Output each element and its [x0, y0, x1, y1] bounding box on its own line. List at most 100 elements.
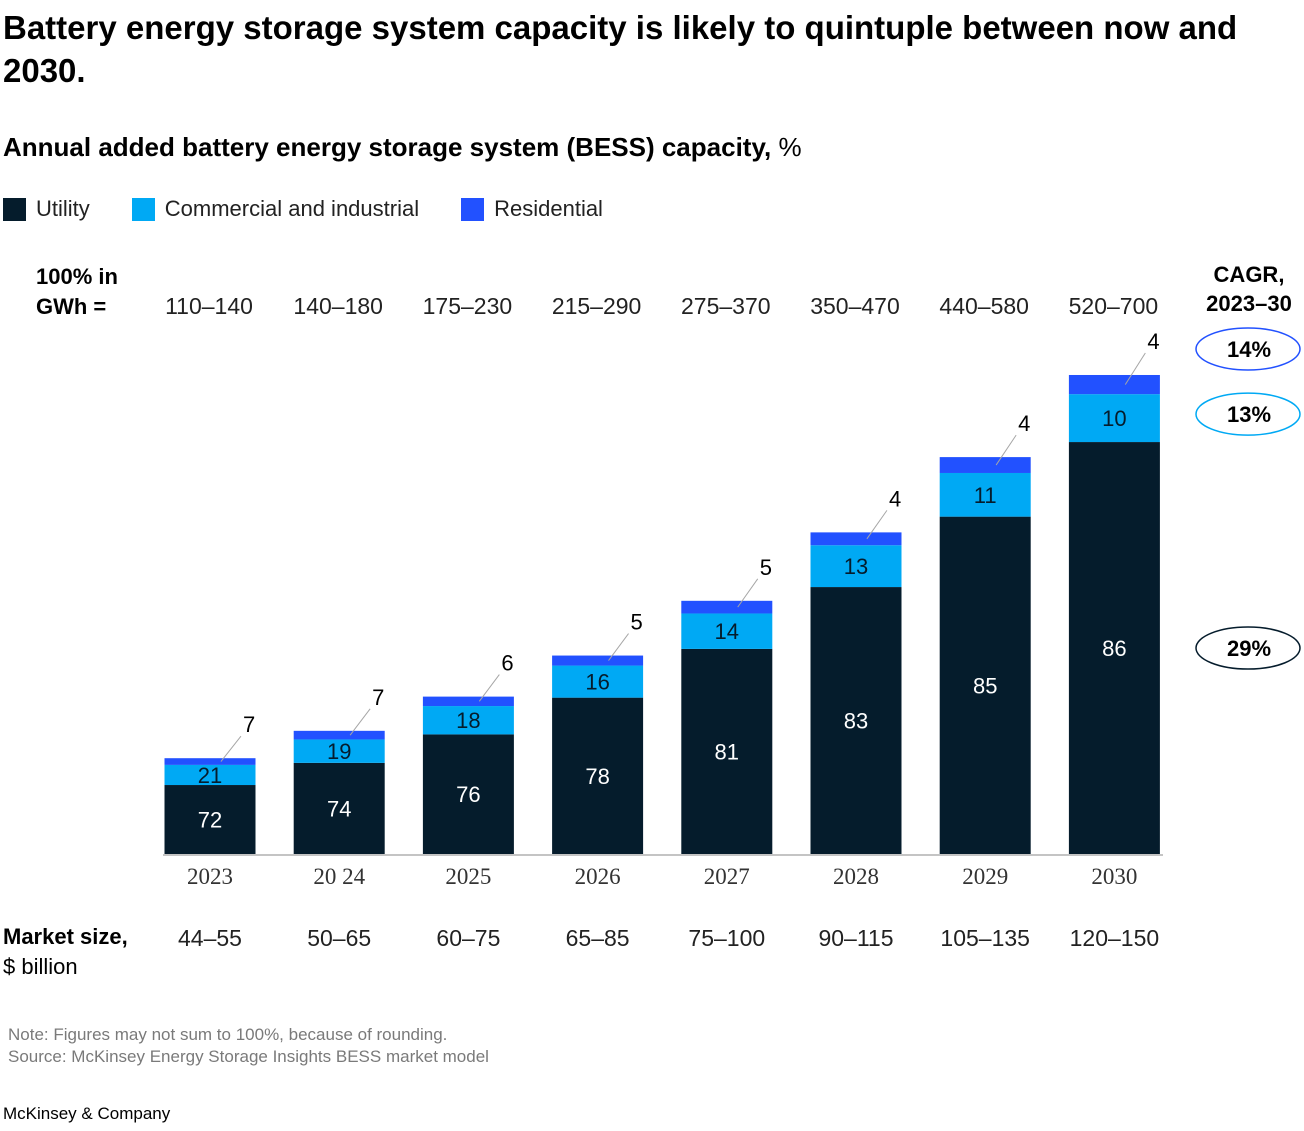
market-size-label: 75–100: [688, 925, 765, 951]
legend-swatch-residential: [461, 197, 485, 221]
cagr-oval: [1195, 626, 1301, 670]
data-label-leader-line: [995, 434, 1017, 466]
market-size-label: 105–135: [940, 925, 1030, 951]
bar-segment-residential: [810, 532, 902, 546]
bar-segment-commercial: [422, 706, 514, 735]
legend-item-commercial: Commercial and industrial: [131, 196, 420, 222]
data-label-utility: 86: [1102, 636, 1126, 661]
brand-name: McKinsey & Company: [3, 1104, 171, 1123]
gwh-total-label: 140–180: [293, 293, 383, 319]
subtitle-main: Annual added battery energy storage syst…: [3, 132, 772, 162]
data-label-leader-line: [349, 708, 371, 736]
data-label-leader-line: [866, 510, 888, 540]
bar-segment-commercial: [164, 764, 256, 786]
gwh-row-header: 100% in GWh =: [36, 262, 118, 322]
legend-label-residential: Residential: [494, 196, 603, 221]
data-label-residential: 4: [1147, 329, 1159, 354]
bar-segment-utility: [810, 587, 902, 854]
chart-subtitle: Annual added battery energy storage syst…: [3, 130, 802, 164]
data-label-leader-line: [220, 735, 242, 762]
data-label-utility: 74: [327, 796, 351, 821]
bar-segment-residential: [293, 730, 385, 740]
bar-segment-commercial: [552, 665, 644, 698]
gwh-total-label: 110–140: [165, 293, 253, 319]
gwh-total-label: 215–290: [552, 293, 642, 319]
data-label-residential: 7: [243, 712, 255, 737]
data-label-commercial: 16: [585, 670, 609, 695]
legend-label-commercial: Commercial and industrial: [164, 196, 420, 221]
cagr-oval: [1195, 327, 1301, 371]
gwh-header-line2: GWh =: [36, 294, 107, 319]
legend: Utility Commercial and industrial Reside…: [3, 194, 645, 224]
x-axis-tick-label: 2023: [187, 864, 233, 889]
bar-segment-utility: [681, 648, 773, 854]
cagr-header-line2: 2023–30: [1206, 291, 1292, 316]
legend-item-utility: Utility: [3, 196, 90, 222]
gwh-total-label: 520–700: [1069, 293, 1159, 319]
bar-segment-utility: [1068, 442, 1160, 854]
x-axis-tick-label: 2029: [962, 864, 1008, 889]
gwh-total-label: 440–580: [939, 293, 1029, 319]
bar-segment-utility: [939, 516, 1031, 854]
market-size-label: 50–65: [307, 925, 371, 951]
data-label-residential: 5: [631, 610, 643, 635]
bar-segment-utility: [552, 697, 644, 854]
data-label-utility: 78: [585, 764, 609, 789]
market-size-label: 44–55: [178, 925, 242, 951]
legend-label-utility: Utility: [36, 196, 90, 221]
bar-segment-commercial: [939, 472, 1031, 517]
data-label-commercial: 19: [327, 739, 351, 764]
market-size-label: 90–115: [818, 925, 893, 951]
data-label-leader-line: [737, 578, 759, 608]
bar-segment-residential: [164, 758, 256, 765]
data-label-commercial: 21: [198, 763, 222, 788]
bar-segment-utility: [422, 734, 514, 854]
data-label-commercial: 18: [456, 708, 480, 733]
data-label-residential: 4: [889, 486, 901, 511]
bar-segment-residential: [1068, 374, 1160, 395]
bar-segment-utility: [164, 785, 256, 854]
data-label-residential: 6: [501, 651, 513, 676]
bar-segment-utility: [293, 762, 385, 854]
subtitle-unit: %: [778, 132, 802, 162]
market-size-header: Market size, $ billion: [3, 922, 128, 982]
market-size-label: 65–85: [566, 925, 630, 951]
data-label-utility: 83: [844, 709, 868, 734]
bar-segment-residential: [681, 600, 773, 614]
data-label-leader-line: [608, 633, 629, 661]
bar-segment-commercial: [681, 613, 773, 649]
cagr-oval: [1195, 392, 1301, 436]
bar-segment-commercial: [1068, 394, 1160, 443]
market-size-label: 60–75: [436, 925, 500, 951]
data-label-commercial: 13: [844, 554, 868, 579]
footer-source: Source: McKinsey Energy Storage Insights…: [8, 1047, 489, 1066]
legend-swatch-commercial: [131, 197, 155, 221]
bar-segment-commercial: [293, 739, 385, 763]
data-label-residential: 4: [1018, 411, 1030, 436]
data-label-commercial: 10: [1102, 406, 1126, 431]
data-label-residential: 7: [372, 685, 384, 710]
market-header-line2: $ billion: [3, 954, 78, 979]
data-label-utility: 72: [198, 808, 222, 833]
footer-notes: Note: Figures may not sum to 100%, becau…: [8, 1024, 489, 1068]
data-label-residential: 5: [760, 555, 772, 580]
data-label-utility: 85: [973, 673, 997, 698]
bar-segment-residential: [552, 655, 644, 666]
data-label-utility: 81: [715, 739, 739, 764]
data-label-commercial: 14: [715, 619, 739, 644]
x-axis-tick-label: 2030: [1091, 864, 1137, 889]
legend-item-residential: Residential: [461, 196, 603, 222]
gwh-total-label: 350–470: [810, 293, 900, 319]
market-size-label: 120–150: [1070, 925, 1160, 951]
data-label-utility: 76: [456, 782, 480, 807]
cagr-value-label: 13%: [1227, 402, 1271, 427]
bar-segment-residential: [422, 696, 514, 707]
cagr-header: CAGR, 2023–30: [1192, 260, 1304, 318]
x-axis-tick-label: 2025: [445, 864, 491, 889]
x-axis-tick-label: 2026: [575, 864, 621, 889]
market-header-line1: Market size,: [3, 924, 128, 949]
x-axis-tick-label: 20 24: [313, 864, 365, 889]
x-axis-tick-label: 2027: [704, 864, 750, 889]
footer-note: Note: Figures may not sum to 100%, becau…: [8, 1025, 448, 1044]
bar-segment-commercial: [810, 545, 902, 588]
